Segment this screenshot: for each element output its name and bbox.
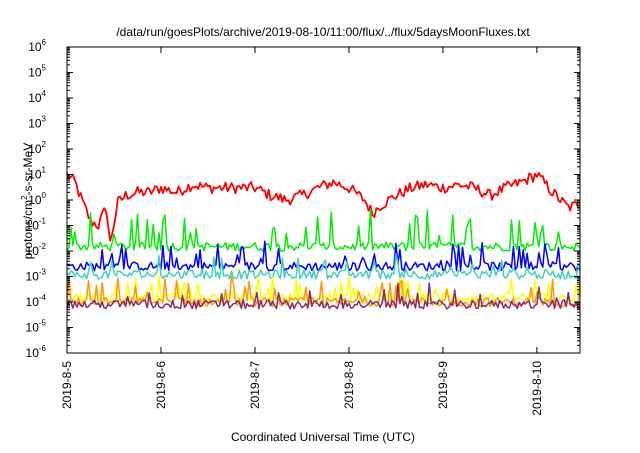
y-tick-label: 100 bbox=[28, 191, 46, 207]
y-tick-label: 103 bbox=[28, 115, 46, 131]
series-line-2 bbox=[66, 208, 581, 252]
plot-area bbox=[66, 172, 581, 310]
series-line-1 bbox=[66, 172, 581, 242]
y-tick-label: 10-3 bbox=[26, 268, 47, 284]
y-tick-label: 102 bbox=[28, 140, 46, 156]
x-tick-label: 2019-8-5 bbox=[60, 361, 74, 409]
y-tick-label: 105 bbox=[28, 64, 46, 80]
y-axis-label: protons/cm2-s-sr-MeV bbox=[20, 143, 35, 259]
x-tick-label: 2019-8-7 bbox=[248, 361, 262, 409]
y-tick-label: 10-5 bbox=[26, 319, 47, 335]
y-axis-label-rest: -s-sr-MeV bbox=[21, 143, 35, 196]
y-tick-label: 10-4 bbox=[26, 293, 47, 309]
series-line-6 bbox=[66, 275, 581, 308]
y-tick-label: 10-6 bbox=[26, 344, 47, 360]
x-tick-label: 2019-8-8 bbox=[342, 361, 356, 409]
x-tick-label: 2019-8-6 bbox=[154, 361, 168, 409]
x-tick-label: 2019-8-10 bbox=[530, 361, 544, 416]
y-tick-label: 10-2 bbox=[26, 242, 47, 258]
series-line-5 bbox=[66, 275, 581, 303]
y-tick-label: 101 bbox=[28, 166, 46, 182]
y-tick-label: 10-1 bbox=[26, 217, 47, 233]
axes: 10-6 10-5 10-4 10-3 10-2 10-1 100 101 102 103 104 1… bbox=[26, 38, 581, 416]
series-line-4 bbox=[66, 253, 581, 280]
y-tick-label: 106 bbox=[28, 38, 46, 54]
x-axis-label: Coordinated Universal Time (UTC) bbox=[231, 430, 415, 444]
y-axis-label-exponent: 2 bbox=[20, 195, 29, 200]
series-line-7 bbox=[66, 282, 581, 310]
y-axis-label-main: protons/cm bbox=[21, 200, 35, 259]
y-tick-label: 104 bbox=[28, 89, 46, 105]
chart-title: /data/run/goesPlots/archive/2019-08-10/1… bbox=[116, 25, 530, 39]
x-tick-label: 2019-8-9 bbox=[436, 361, 450, 409]
